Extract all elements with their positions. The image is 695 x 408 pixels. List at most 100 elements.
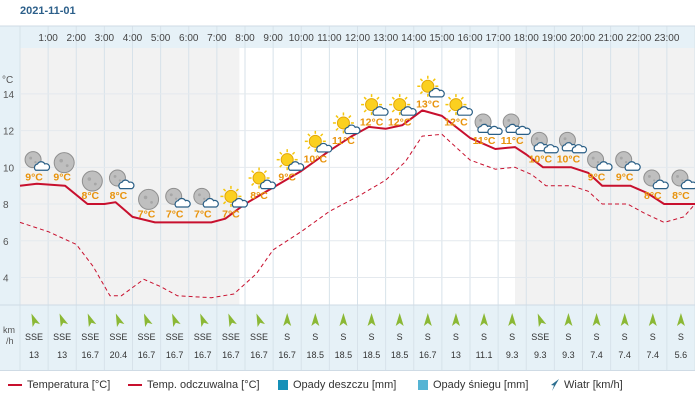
hour-label: 23:00 bbox=[654, 33, 679, 44]
sun-ray bbox=[279, 151, 283, 155]
wind-arrow-shape bbox=[87, 313, 97, 328]
sun-ray bbox=[279, 164, 283, 168]
moon-crater bbox=[29, 156, 33, 160]
sun-ray bbox=[251, 182, 255, 186]
sun-ray bbox=[307, 133, 311, 137]
hour-label: 17:00 bbox=[486, 33, 511, 44]
wind-direction-label: SSE bbox=[25, 332, 43, 342]
wind-speed-label: 16.7 bbox=[222, 350, 240, 360]
cloud-shape bbox=[624, 161, 641, 171]
wind-arrow-icon bbox=[115, 313, 125, 328]
hour-label: 3:00 bbox=[95, 33, 115, 44]
hour-label: 4:00 bbox=[123, 33, 143, 44]
moon-crater bbox=[591, 156, 595, 160]
moon-crater bbox=[34, 160, 37, 164]
sun-disc bbox=[308, 134, 322, 148]
sun-disc bbox=[449, 98, 463, 112]
sun-ray bbox=[404, 96, 408, 100]
sun-ray bbox=[460, 96, 464, 100]
wind-arrow-icon bbox=[200, 313, 209, 328]
temp-label: 9°C bbox=[53, 172, 71, 184]
wind-arrow-shape bbox=[31, 313, 41, 328]
wind-speed-label: 7.4 bbox=[618, 350, 631, 360]
wind-direction-label: S bbox=[565, 332, 571, 342]
moon-cloud-icon bbox=[24, 151, 51, 171]
wind-speed-label: 16.7 bbox=[166, 350, 184, 360]
moon-crater bbox=[563, 137, 567, 141]
y-tick-label: 4 bbox=[3, 273, 9, 284]
wind-arrow-icon bbox=[676, 313, 685, 326]
wind-arrow-shape bbox=[339, 313, 348, 326]
moon-cloud-icon bbox=[643, 169, 669, 190]
temp-label: 11°C bbox=[473, 135, 496, 147]
moon-cloud-icon bbox=[671, 169, 695, 190]
wind-speed-label: 9.3 bbox=[534, 350, 547, 360]
legend-feels-like: Temp. odczuwalna [°C] bbox=[128, 379, 260, 391]
legend-feels-like-label: Temp. odczuwalna [°C] bbox=[147, 379, 260, 391]
wind-speed-label: 16.7 bbox=[250, 350, 268, 360]
moon-crater bbox=[535, 137, 539, 141]
wind-speed-label: 13 bbox=[29, 350, 39, 360]
sun-ray bbox=[391, 109, 395, 113]
y-tick-label: 14 bbox=[3, 90, 15, 101]
sun-cloud-icon bbox=[361, 94, 389, 116]
sun-ray bbox=[291, 151, 296, 155]
sun-ray bbox=[376, 96, 380, 100]
cloud-shape bbox=[400, 106, 417, 116]
cloud-shape bbox=[231, 197, 248, 208]
temp-label: 8°C bbox=[672, 190, 690, 202]
wind-direction-label: S bbox=[425, 332, 431, 342]
wind-direction-label: SSE bbox=[138, 332, 156, 342]
wind-arrow-icon bbox=[256, 313, 266, 328]
moon-crater bbox=[676, 174, 679, 178]
temp-label: 9°C bbox=[616, 172, 634, 184]
sun-ray bbox=[335, 127, 339, 131]
temp-label: 12°C bbox=[360, 117, 384, 129]
cloud-shape bbox=[543, 144, 559, 154]
moon-crater bbox=[169, 193, 173, 197]
moon-cloud-double-icon bbox=[502, 113, 531, 135]
temp-label: 7°C bbox=[166, 208, 184, 220]
wind-arrow-icon bbox=[367, 313, 376, 326]
wind-arrow-shape bbox=[620, 313, 629, 326]
moon-crater bbox=[143, 195, 148, 200]
wind-speed-label: 5.6 bbox=[675, 350, 688, 360]
legend-temperature-label: Temperatura [°C] bbox=[27, 379, 111, 391]
cloud-shape bbox=[372, 106, 389, 116]
hour-label: 13:00 bbox=[373, 33, 398, 44]
hour-label: 16:00 bbox=[457, 33, 482, 44]
cloud-shape bbox=[344, 124, 361, 135]
wind-arrow-icon bbox=[172, 313, 181, 328]
cloud-shape bbox=[487, 125, 503, 135]
wind-arrow-icon bbox=[228, 313, 237, 328]
cloud-shape bbox=[596, 161, 613, 171]
moon-cloud-icon bbox=[108, 169, 135, 190]
moon-cloud-double-icon bbox=[558, 131, 588, 154]
sun-ray bbox=[432, 78, 436, 82]
cloud-shape bbox=[316, 142, 333, 153]
wind-direction-label: S bbox=[678, 332, 684, 342]
moon-cloud-icon bbox=[615, 151, 641, 171]
cloud-shape bbox=[680, 179, 695, 190]
wind-arrow-icon bbox=[564, 313, 573, 326]
wind-direction-label: S bbox=[622, 332, 628, 342]
wind-speed-label: 18.5 bbox=[335, 350, 353, 360]
hour-label: 22:00 bbox=[626, 33, 651, 44]
wind-speed-label: 16.7 bbox=[194, 350, 212, 360]
hour-label: 6:00 bbox=[179, 33, 199, 44]
temp-label: 11°C bbox=[501, 135, 524, 147]
hour-axis-band bbox=[0, 26, 695, 48]
moon-crater bbox=[479, 118, 483, 122]
wind-arrow-icon bbox=[339, 313, 348, 326]
temp-label: 12°C bbox=[388, 117, 412, 129]
sun-disc bbox=[336, 116, 350, 130]
legend-snow-label: Opady śniegu [mm] bbox=[433, 379, 529, 391]
wind-arrow-icon bbox=[508, 313, 517, 326]
wind-arrow-shape bbox=[423, 313, 432, 326]
hour-label: 5:00 bbox=[151, 33, 171, 44]
moon-crater bbox=[113, 174, 117, 178]
hour-label: 20:00 bbox=[570, 33, 595, 44]
cloud-shape bbox=[118, 179, 135, 190]
wind-direction-label: S bbox=[453, 332, 459, 342]
